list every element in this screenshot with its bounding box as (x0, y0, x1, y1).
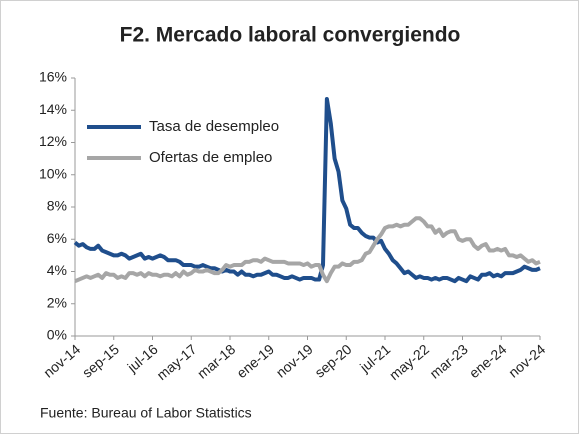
y-tick-label: 16% (39, 69, 67, 85)
y-tick-label: 14% (39, 101, 67, 117)
y-tick-label: 6% (47, 230, 67, 246)
y-tick-label: 8% (47, 198, 67, 214)
y-tick-label: 10% (39, 165, 67, 181)
source-note: Fuente: Bureau of Labor Statistics (40, 405, 252, 421)
y-tick-label: 2% (47, 294, 67, 310)
y-tick-label: 4% (47, 262, 67, 278)
legend-label: Ofertas de empleo (149, 149, 272, 166)
series-line (73, 96, 541, 284)
y-tick-label: 0% (47, 327, 67, 343)
chart-title: F2. Mercado laboral convergiendo (120, 24, 461, 47)
legend-label: Tasa de desempleo (149, 118, 279, 135)
y-tick-label: 12% (39, 133, 67, 149)
series-line (74, 216, 541, 284)
